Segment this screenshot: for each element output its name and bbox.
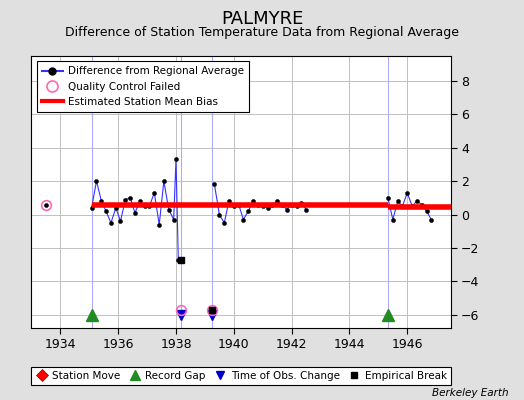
- Text: PALMYRE: PALMYRE: [221, 10, 303, 28]
- Text: Difference of Station Temperature Data from Regional Average: Difference of Station Temperature Data f…: [65, 26, 459, 39]
- Legend: Station Move, Record Gap, Time of Obs. Change, Empirical Break: Station Move, Record Gap, Time of Obs. C…: [31, 367, 451, 385]
- Text: Berkeley Earth: Berkeley Earth: [432, 388, 508, 398]
- Legend: Difference from Regional Average, Quality Control Failed, Estimated Station Mean: Difference from Regional Average, Qualit…: [37, 61, 249, 112]
